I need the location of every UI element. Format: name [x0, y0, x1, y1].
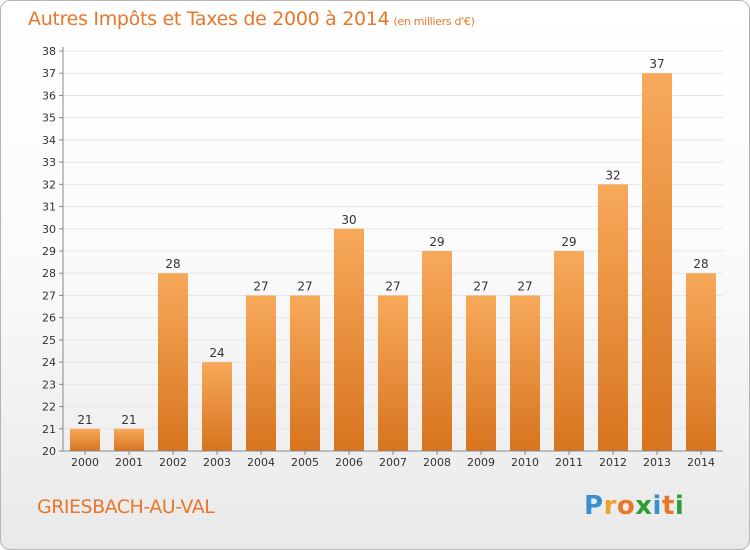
data-label: 30 — [341, 213, 356, 227]
bar — [70, 428, 100, 451]
x-tick-label: 2011 — [555, 456, 583, 469]
x-tick-label: 2006 — [335, 456, 363, 469]
y-tick-label: 24 — [42, 356, 56, 369]
bar — [686, 273, 716, 451]
bar — [202, 362, 232, 451]
proxiti-logo: Proxiti — [584, 491, 684, 521]
labels: 20 21 22 23 24 25 26 27 28 29 30 31 32 33 34 35 36 37 38 21… — [42, 45, 715, 469]
y-tick-label: 34 — [42, 134, 56, 147]
bar — [642, 73, 672, 451]
bar — [378, 295, 408, 451]
y-tick-label: 22 — [42, 401, 56, 414]
bar — [466, 295, 496, 451]
data-label: 24 — [209, 346, 224, 360]
data-label: 27 — [253, 279, 268, 293]
x-tick-label: 2014 — [687, 456, 715, 469]
data-label: 29 — [561, 235, 576, 249]
y-tick-label: 32 — [42, 178, 56, 191]
logo-letter: o — [616, 491, 636, 521]
x-tick-label: 2008 — [423, 456, 451, 469]
data-label: 29 — [429, 235, 444, 249]
y-tick-label: 28 — [42, 267, 56, 280]
x-tick-label: 2009 — [467, 456, 495, 469]
y-tick-label: 35 — [42, 112, 56, 125]
x-tick-label: 2000 — [71, 456, 99, 469]
x-tick-label: 2004 — [247, 456, 275, 469]
logo-letter: i — [652, 491, 662, 521]
data-label: 27 — [473, 279, 488, 293]
logo-letter: x — [635, 491, 653, 521]
bar — [246, 295, 276, 451]
data-label: 28 — [165, 257, 180, 271]
bar — [598, 184, 628, 452]
y-tick-label: 21 — [42, 423, 56, 436]
data-label: 21 — [77, 413, 92, 427]
bar — [114, 428, 144, 451]
bars — [70, 73, 716, 452]
axes — [59, 47, 723, 455]
logo-letter: r — [603, 491, 617, 521]
data-label: 28 — [693, 257, 708, 271]
y-tick-label: 29 — [42, 245, 56, 258]
y-tick-label: 25 — [42, 334, 56, 347]
x-tick-label: 2012 — [599, 456, 627, 469]
chart-title: Autres Impôts et Taxes de 2000 à 2014 (en… — [28, 8, 475, 30]
data-label: 32 — [605, 168, 620, 182]
y-tick-label: 37 — [42, 67, 56, 80]
bar — [554, 251, 584, 451]
y-tick-label: 30 — [42, 223, 56, 236]
data-label: 37 — [649, 57, 664, 71]
commune-name: GRIESBACH-AU-VAL — [37, 496, 215, 518]
chart-subtitle: (en milliers d'€) — [393, 15, 475, 28]
x-tick-label: 2010 — [511, 456, 539, 469]
x-tick-label: 2001 — [115, 456, 143, 469]
bar — [510, 295, 540, 451]
x-tick-label: 2002 — [159, 456, 187, 469]
x-tick-label: 2007 — [379, 456, 407, 469]
bar — [334, 228, 364, 451]
x-tick-label: 2013 — [643, 456, 671, 469]
data-label: 27 — [517, 279, 532, 293]
y-tick-label: 20 — [42, 445, 56, 458]
y-tick-label: 31 — [42, 201, 56, 214]
bar — [422, 251, 452, 451]
logo-letter: t — [661, 491, 675, 521]
chart-title-text: Autres Impôts et Taxes de 2000 à 2014 — [28, 8, 390, 30]
x-tick-label: 2003 — [203, 456, 231, 469]
y-tick-label: 33 — [42, 156, 56, 169]
y-tick-label: 38 — [42, 45, 56, 58]
data-label: 27 — [385, 279, 400, 293]
logo-letter: i — [674, 491, 685, 521]
data-label: 27 — [297, 279, 312, 293]
bar — [158, 273, 188, 451]
logo-letter: P — [584, 491, 604, 521]
x-tick-label: 2005 — [291, 456, 319, 469]
y-tick-label: 36 — [42, 89, 56, 102]
bar — [290, 295, 320, 451]
y-tick-label: 27 — [42, 289, 56, 302]
y-tick-label: 26 — [42, 312, 56, 325]
data-label: 21 — [121, 413, 136, 427]
y-tick-label: 23 — [42, 378, 56, 391]
